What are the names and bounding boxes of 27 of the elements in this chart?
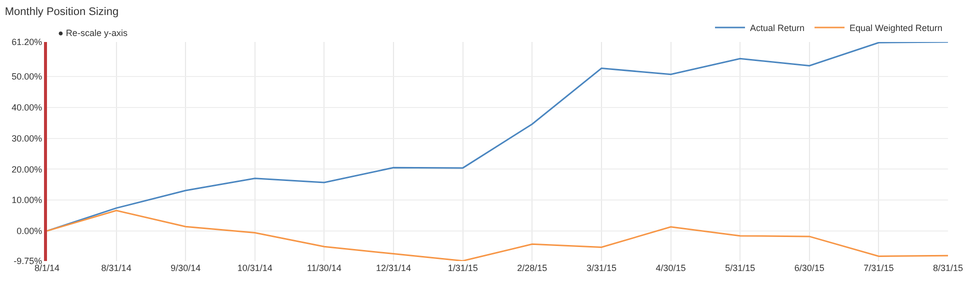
x-tick-label: 5/31/15: [725, 263, 756, 273]
y-tick-label: 0.00%: [16, 226, 42, 236]
line-series: [47, 42, 948, 232]
x-tick-label: 2/28/15: [517, 263, 548, 273]
y-tick-label: 40.00%: [12, 102, 42, 113]
y-tick-label: 20.00%: [12, 164, 42, 174]
x-tick-label: 8/31/15: [932, 263, 964, 273]
legend-label: Actual Return: [750, 23, 805, 34]
y-tick-label: 50.00%: [12, 72, 42, 82]
x-tick-label: 10/31/14: [237, 263, 272, 273]
x-tick-label: 4/30/15: [656, 263, 686, 273]
legend-label: Equal Weighted Return: [850, 23, 942, 34]
x-tick-label: 8/1/14: [34, 263, 60, 273]
y-tick-label: 61.20%: [12, 37, 42, 48]
x-tick-label: 3/31/15: [586, 263, 616, 273]
x-tick-label: 8/31/14: [101, 263, 132, 273]
x-tick-label: 9/30/14: [170, 263, 201, 273]
line-series: [47, 210, 948, 261]
y-tick-label: 30.00%: [12, 133, 42, 144]
chart-title: Monthly Position Sizing: [4, 6, 119, 18]
x-tick-label: 1/31/15: [448, 263, 478, 273]
x-tick-label: 12/31/14: [376, 263, 412, 273]
x-tick-label: 11/30/14: [307, 263, 342, 273]
text: ● Re-scale y-axis: [58, 28, 128, 38]
x-tick-label: 7/31/15: [864, 263, 894, 273]
y-tick-label: 10.00%: [12, 195, 42, 206]
x-tick-label: 6/30/15: [794, 263, 824, 273]
